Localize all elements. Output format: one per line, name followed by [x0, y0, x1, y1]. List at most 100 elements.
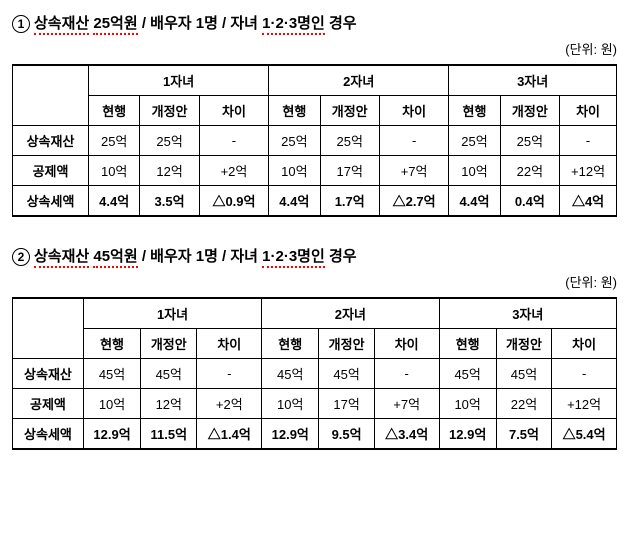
title-segment: 상속재산	[34, 15, 89, 35]
title-segment: / 배우자 1명 / 자녀	[138, 15, 262, 32]
title-segment: 45억원	[93, 248, 137, 268]
cell: 45억	[439, 359, 496, 389]
column-group-header: 1자녀	[89, 65, 269, 96]
section-title: 1상속재산 25억원 / 배우자 1명 / 자녀 1·2·3명인 경우	[12, 12, 617, 33]
title-segment: 경우	[325, 15, 357, 32]
cell: -	[199, 126, 268, 156]
cell: 22억	[500, 156, 559, 186]
column-subheader: 차이	[552, 329, 617, 359]
column-subheader: 현행	[269, 96, 320, 126]
table-row: 상속세액4.4억3.5억△0.9억4.4억1.7억△2.7억4.4억0.4억△4…	[13, 186, 617, 217]
cell: 4.4억	[89, 186, 140, 217]
column-group-header: 2자녀	[269, 65, 449, 96]
table-row: 공제액10억12억+2억10억17억+7억10억22억+12억	[13, 389, 617, 419]
title-segment: 25억원	[93, 15, 137, 35]
cell: 12.9억	[83, 419, 140, 450]
cell: 45억	[141, 359, 197, 389]
cell: 25억	[449, 126, 500, 156]
table-row: 공제액10억12억+2억10억17억+7억10억22억+12억	[13, 156, 617, 186]
document-root: 1상속재산 25억원 / 배우자 1명 / 자녀 1·2·3명인 경우 (단위: …	[12, 12, 617, 450]
row-label: 상속재산	[13, 126, 89, 156]
row-label: 상속세액	[13, 186, 89, 217]
cell: 25억	[269, 126, 320, 156]
row-label: 공제액	[13, 389, 84, 419]
table-row: 상속재산45억45억-45억45억-45억45억-	[13, 359, 617, 389]
column-subheader: 현행	[89, 96, 140, 126]
column-subheader: 차이	[197, 329, 262, 359]
cell: 1.7억	[320, 186, 379, 217]
cell: -	[560, 126, 617, 156]
section: 2상속재산 45억원 / 배우자 1명 / 자녀 1·2·3명인 경우(단위: …	[12, 245, 617, 450]
header-blank	[13, 298, 84, 359]
row-label: 상속재산	[13, 359, 84, 389]
cell: 25억	[140, 126, 199, 156]
column-subheader: 현행	[439, 329, 496, 359]
column-subheader: 차이	[199, 96, 268, 126]
column-subheader: 차이	[379, 96, 448, 126]
column-subheader: 개정안	[319, 329, 374, 359]
cell: 17억	[319, 389, 374, 419]
title-segment: 1·2·3명인	[262, 15, 325, 35]
cell: 10억	[89, 156, 140, 186]
title-segment: 상속재산	[34, 248, 89, 268]
unit-label: (단위: 원)	[12, 39, 617, 58]
row-label: 공제액	[13, 156, 89, 186]
table-row: 상속재산25억25억-25억25억-25억25억-	[13, 126, 617, 156]
cell: -	[197, 359, 262, 389]
cell: +12억	[560, 156, 617, 186]
cell: 9.5억	[319, 419, 374, 450]
cell: 12억	[141, 389, 197, 419]
section: 1상속재산 25억원 / 배우자 1명 / 자녀 1·2·3명인 경우 (단위: …	[12, 12, 617, 217]
cell: △5.4억	[552, 419, 617, 450]
cell: 7.5억	[496, 419, 551, 450]
title-segment: 경우	[325, 248, 357, 265]
cell: 3.5억	[140, 186, 199, 217]
cell: 45억	[496, 359, 551, 389]
column-subheader: 차이	[560, 96, 617, 126]
inheritance-table: 1자녀2자녀3자녀현행개정안차이현행개정안차이현행개정안차이상속재산45억45억…	[12, 297, 617, 450]
cell: +7억	[374, 389, 439, 419]
column-subheader: 현행	[83, 329, 140, 359]
title-segment: / 배우자 1명 / 자녀	[138, 248, 262, 265]
cell: -	[379, 126, 448, 156]
cell: 10억	[269, 156, 320, 186]
cell: 17억	[320, 156, 379, 186]
cell: 4.4억	[269, 186, 320, 217]
cell: 45억	[83, 359, 140, 389]
column-group-header: 3자녀	[439, 298, 616, 329]
cell: -	[552, 359, 617, 389]
column-subheader: 개정안	[500, 96, 559, 126]
cell: △1.4억	[197, 419, 262, 450]
cell: △3.4억	[374, 419, 439, 450]
cell: 12.9억	[439, 419, 496, 450]
cell: 10억	[439, 389, 496, 419]
cell: 25억	[320, 126, 379, 156]
cell: -	[374, 359, 439, 389]
cell: 0.4억	[500, 186, 559, 217]
column-subheader: 차이	[374, 329, 439, 359]
cell: 10억	[83, 389, 140, 419]
column-subheader: 현행	[262, 329, 319, 359]
cell: 25억	[500, 126, 559, 156]
cell: 22억	[496, 389, 551, 419]
column-subheader: 개정안	[141, 329, 197, 359]
row-label: 상속세액	[13, 419, 84, 450]
cell: 12억	[140, 156, 199, 186]
column-subheader: 개정안	[496, 329, 551, 359]
column-subheader: 현행	[449, 96, 500, 126]
cell: 45억	[319, 359, 374, 389]
column-group-header: 2자녀	[262, 298, 439, 329]
header-blank	[13, 65, 89, 126]
circled-number-icon: 2	[12, 248, 30, 266]
unit-label: (단위: 원)	[12, 272, 617, 291]
cell: 10억	[449, 156, 500, 186]
cell: △4억	[560, 186, 617, 217]
inheritance-table: 1자녀2자녀3자녀현행개정안차이현행개정안차이현행개정안차이상속재산25억25억…	[12, 64, 617, 217]
column-group-header: 1자녀	[83, 298, 261, 329]
cell: △2.7억	[379, 186, 448, 217]
column-group-header: 3자녀	[449, 65, 617, 96]
cell: 25억	[89, 126, 140, 156]
cell: +2억	[197, 389, 262, 419]
cell: 12.9억	[262, 419, 319, 450]
cell: 45억	[262, 359, 319, 389]
